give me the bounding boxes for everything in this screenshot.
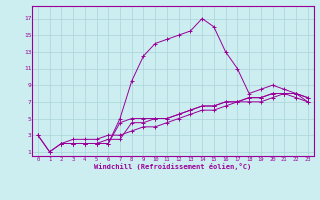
X-axis label: Windchill (Refroidissement éolien,°C): Windchill (Refroidissement éolien,°C)	[94, 163, 252, 170]
